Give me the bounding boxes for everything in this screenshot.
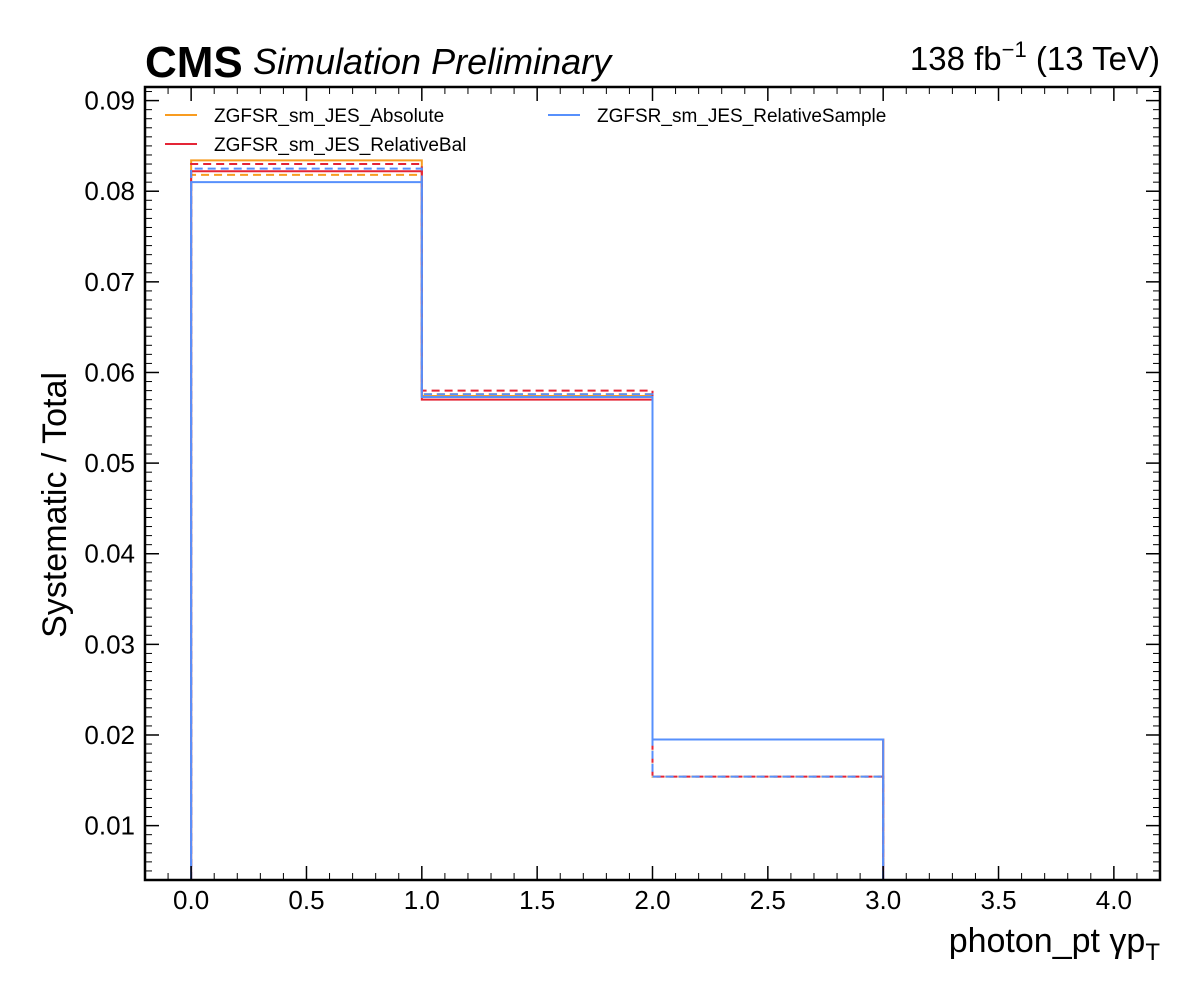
y-tick-labels: 0.01 0.02 0.03 0.04 0.05 0.06 0.07 0.08 0.09 [84,86,135,841]
x-tick-label: 1.0 [404,885,440,915]
y-tick-label: 0.08 [84,176,135,206]
x-tick-label: 3.0 [865,885,901,915]
experiment-label: CMS [145,38,243,87]
x-axis-title: photon_pt γpT [949,922,1161,966]
lumi-label: 138 fb−1 (13 TeV) [910,37,1160,77]
legend-label: ZGFSR_sm_JES_RelativeBal [214,135,466,156]
series-2-up-line [190,181,1114,881]
x-tick-label: 0.0 [173,885,209,915]
plot-frame [143,85,1162,882]
x-tick-label: 2.0 [634,885,670,915]
y-tick-label: 0.06 [84,357,135,387]
legend-label: ZGFSR_sm_JES_Absolute [214,106,444,127]
status-label: Simulation Preliminary [253,41,613,82]
y-tick-label: 0.01 [84,811,135,841]
y-tick-label: 0.05 [84,448,135,478]
x-tick-label: 3.5 [980,885,1016,915]
x-tick-label: 0.5 [288,885,324,915]
y-axis-title: Systematic / Total [36,372,74,638]
x-tick-label: 1.5 [519,885,555,915]
x-tick-label: 4.0 [1096,885,1132,915]
y-tick-label: 0.03 [84,629,135,659]
x-tick-label: 2.5 [750,885,786,915]
series-layer [190,159,1114,881]
x-tick-labels: 0.0 0.5 1.0 1.5 2.0 2.5 3.0 3.5 4.0 [173,885,1132,915]
y-tick-label: 0.07 [84,267,135,297]
legend: ZGFSR_sm_JES_Absolute ZGFSR_sm_JES_Relati… [165,106,886,156]
y-tick-label: 0.09 [84,86,135,116]
legend-label: ZGFSR_sm_JES_RelativeSample [597,106,886,127]
y-tick-label: 0.02 [84,720,135,750]
y-tick-label: 0.04 [84,539,135,569]
